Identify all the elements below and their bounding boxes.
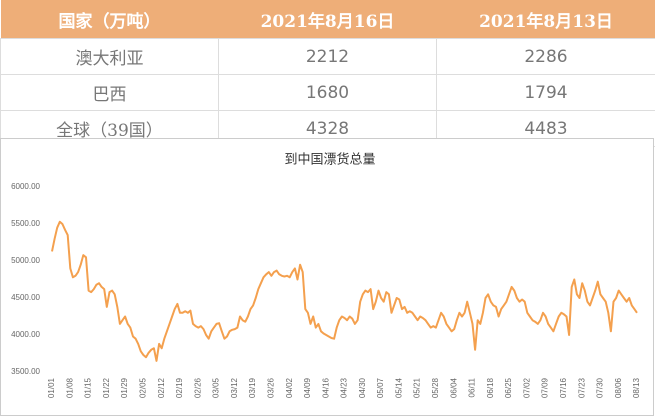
table-cell: 澳大利亚 — [0, 38, 219, 75]
y-tick-label: 5000.00 — [11, 256, 40, 265]
x-tick-label: 01/22 — [102, 377, 111, 398]
x-tick-label: 06/04 — [449, 377, 458, 398]
table-row: 澳大利亚 2212 2286 — [0, 38, 655, 75]
chart: 到中国漂货总量 3500.00 4000.00 4500.00 5000.00 5500… — [0, 138, 654, 416]
x-tick-label: 04/23 — [340, 377, 349, 398]
x-tick-label: 07/02 — [522, 377, 531, 398]
x-tick-label: 05/21 — [413, 377, 422, 398]
x-tick-label: 07/16 — [559, 377, 568, 398]
chart-title: 到中国漂货总量 — [284, 151, 375, 166]
x-tick-label: 06/25 — [504, 377, 513, 398]
chart-frame — [0, 138, 654, 416]
x-tick-label: 02/19 — [175, 377, 184, 398]
y-tick-label: 4500.00 — [11, 293, 40, 302]
header-cell: 2021年8月13日 — [436, 0, 655, 39]
header-row: 国家（万吨） 2021年8月16日 2021年8月13日 — [0, 0, 655, 39]
x-tick-label: 02/05 — [139, 377, 148, 398]
price-table: 国家（万吨） 2021年8月16日 2021年8月13日 澳大利亚 2212 228… — [0, 0, 655, 147]
x-tick-label: 01/15 — [84, 377, 93, 398]
x-tick-label: 03/26 — [266, 377, 275, 398]
y-tick-label: 5500.00 — [11, 219, 40, 228]
y-tick-label: 3500.00 — [11, 367, 40, 376]
table-body: 澳大利亚 2212 2286 巴西 1680 1794 全球（39国） 4328 4483 — [0, 38, 655, 147]
x-tick-label: 01/29 — [120, 377, 129, 398]
x-tick-label: 04/30 — [358, 377, 367, 398]
x-tick-label: 05/14 — [394, 377, 403, 398]
x-tick-label: 02/26 — [193, 377, 202, 398]
x-tick-label: 02/12 — [157, 377, 166, 398]
x-tick-label: 05/07 — [376, 377, 385, 398]
table-row: 巴西 1680 1794 — [0, 74, 655, 111]
x-tick-label: 06/11 — [468, 377, 477, 397]
x-tick-label: 03/19 — [248, 377, 257, 398]
table-cell: 巴西 — [0, 74, 219, 111]
y-tick-label: 6000.00 — [11, 182, 40, 191]
x-tick-label: 04/09 — [303, 377, 312, 398]
x-tick-label: 04/16 — [321, 377, 330, 398]
x-tick-label: 03/05 — [212, 377, 221, 398]
x-tick-label: 04/02 — [285, 377, 294, 398]
table-cell: 2286 — [436, 38, 655, 75]
x-tick-label: 07/23 — [577, 377, 586, 398]
table-cell: 2212 — [218, 38, 437, 75]
x-tick-label: 08/13 — [632, 377, 641, 398]
x-tick-label: 07/09 — [541, 377, 550, 398]
x-tick-label: 07/30 — [596, 377, 605, 398]
x-tick-label: 03/12 — [230, 377, 239, 398]
x-tick-label: 01/08 — [65, 377, 74, 398]
header-cell: 国家（万吨） — [0, 0, 219, 39]
y-tick-label: 4000.00 — [11, 330, 40, 339]
header-cell: 2021年8月16日 — [218, 0, 437, 39]
x-tick-label: 05/28 — [431, 377, 440, 398]
x-tick-label: 06/18 — [486, 377, 495, 398]
x-tick-label: 08/06 — [614, 377, 623, 398]
table-cell: 1680 — [218, 74, 437, 111]
x-tick-label: 01/01 — [47, 377, 56, 398]
table-cell: 1794 — [436, 74, 655, 111]
line — [51, 220, 638, 362]
